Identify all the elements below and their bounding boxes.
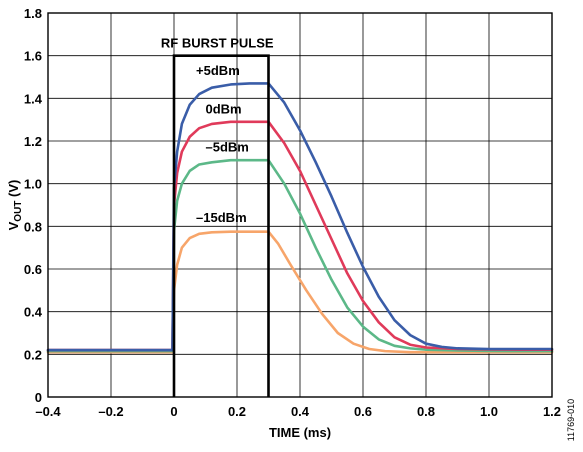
grid	[47, 12, 553, 398]
series-label: –5dBm	[206, 140, 249, 155]
y-tick-label: 0.4	[24, 305, 43, 320]
y-tick-label: 1.2	[24, 134, 42, 149]
x-tick-label: 0.8	[417, 404, 435, 419]
series-layer	[46, 82, 554, 354]
y-tick-label: 1.8	[24, 6, 42, 21]
pulse-outline	[172, 54, 270, 397]
x-tick-label: 0.6	[354, 404, 372, 419]
y-tick-label: 1.6	[24, 49, 42, 64]
y-tick-label: 0	[35, 390, 42, 405]
x-tick-label: 0.4	[291, 404, 310, 419]
figure-id: 11769-010	[566, 399, 576, 441]
y-tick-label: 1.4	[24, 91, 43, 106]
series-labels: +5dBm 0dBm –5dBm –15dBm	[196, 63, 249, 225]
y-axis-title-units: (V)	[6, 180, 21, 201]
x-tick-label: 0	[170, 404, 177, 419]
pulse-layer	[172, 54, 270, 397]
y-tick-label: 0.8	[24, 219, 42, 234]
pulse-label: RF BURST PULSE	[161, 36, 274, 51]
series-label: 0dBm	[206, 101, 242, 116]
x-tick-label: –0.2	[98, 404, 123, 419]
y-axis-title: VOUT (V)	[6, 180, 24, 231]
y-axis-title-subscript: OUT	[13, 201, 24, 222]
series-label: –15dBm	[196, 210, 247, 225]
series-line	[46, 158, 554, 353]
x-tick-label: 1.2	[543, 404, 561, 419]
x-tick-label: 0.2	[228, 404, 246, 419]
x-axis-title: TIME (ms)	[269, 425, 331, 440]
x-tick-label: –0.4	[35, 404, 61, 419]
series-line	[46, 230, 554, 354]
tick-labels: –0.4 –0.2 0 0.2 0.4 0.6 0.8 1.0 1.2 0 0.2 0.4 0.6 0.8…	[24, 6, 561, 419]
series-line	[46, 120, 554, 352]
series-label: +5dBm	[196, 63, 240, 78]
y-tick-label: 0.2	[24, 347, 42, 362]
y-axis-title-main: V	[6, 221, 21, 230]
y-tick-label: 1.0	[24, 177, 42, 192]
x-tick-label: 1.0	[480, 404, 498, 419]
y-tick-label: 0.6	[24, 262, 42, 277]
series-line	[46, 82, 554, 352]
plot-frame	[47, 12, 553, 398]
